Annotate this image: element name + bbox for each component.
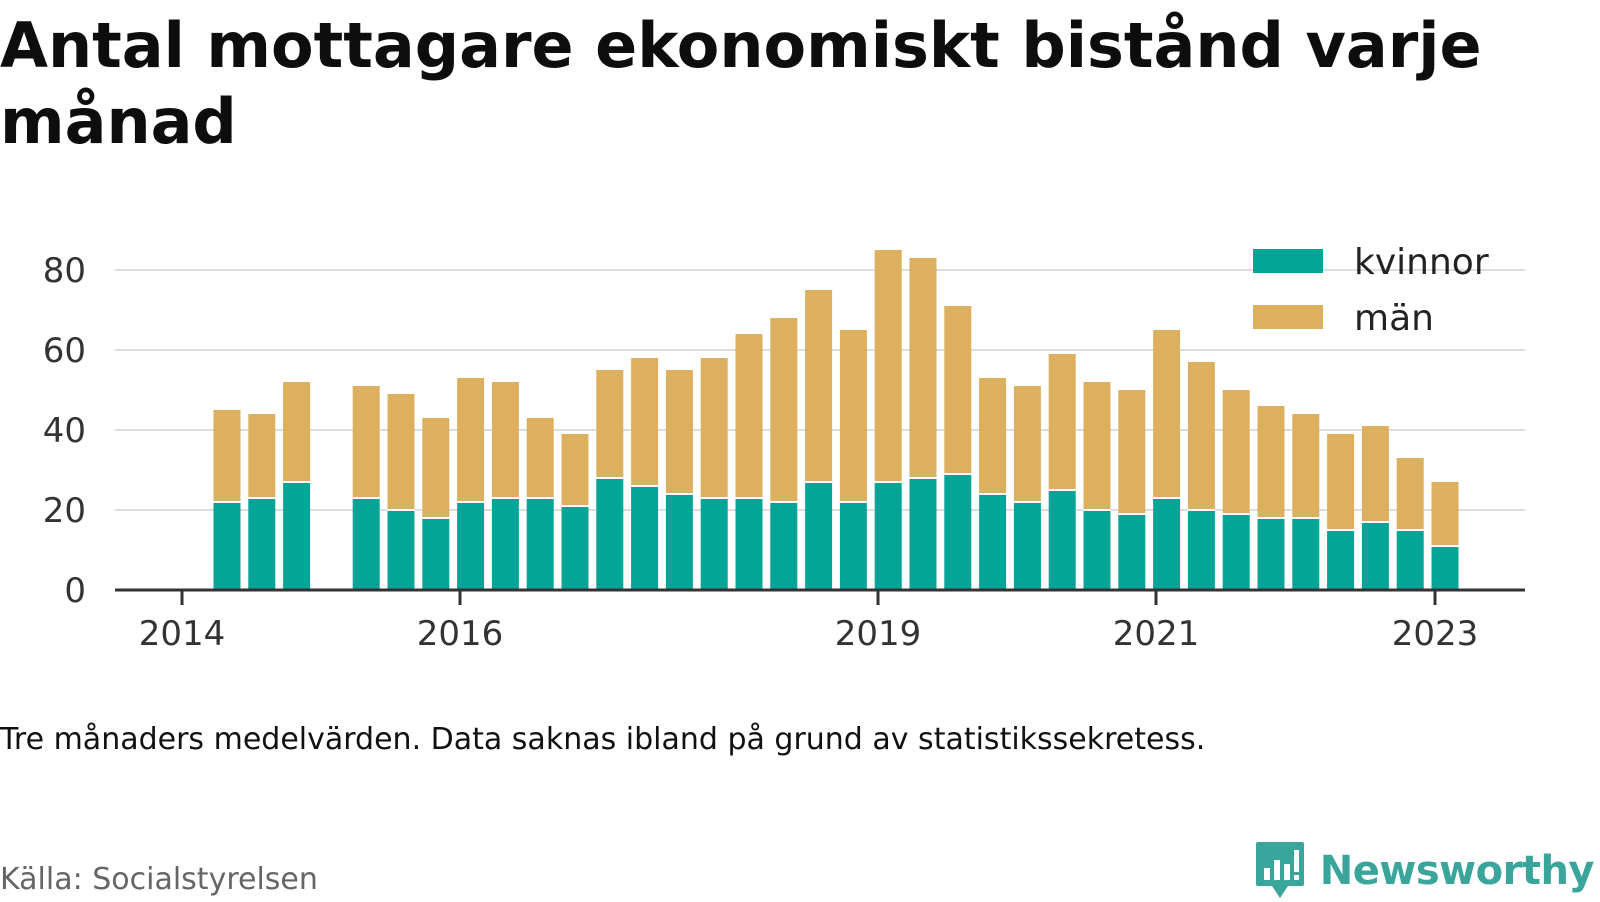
bar-kvinnor [874,482,902,590]
legend: kvinnor män [1253,242,1489,339]
y-tick-label: 20 [43,491,86,531]
bar-man [631,358,659,486]
newsworthy-logo-icon [1255,842,1304,898]
bar-man [1327,434,1355,530]
bar-kvinnor [979,494,1007,590]
bar-kvinnor [805,482,833,590]
bar-kvinnor [1431,546,1459,590]
bar-kvinnor [909,478,937,590]
bar-kvinnor [1327,530,1355,590]
y-tick-label: 40 [43,411,86,451]
bar-man [1431,482,1459,546]
bar-man [352,386,380,498]
bar-kvinnor [526,498,554,590]
bar-man [422,418,450,518]
bar-man [491,382,519,498]
bar-kvinnor [213,502,241,590]
bar-kvinnor [596,478,624,590]
chart-title: Antal mottagare ekonomiskt bistånd varje… [0,9,1482,158]
bar-man [1187,362,1215,510]
newsworthy-logo: Newsworthy [1254,840,1595,902]
bar-kvinnor [1013,502,1041,590]
bar-man [283,382,311,482]
bar-kvinnor [561,506,589,590]
bar-man [387,394,415,510]
bar-kvinnor [1396,530,1424,590]
logo-text: Newsworthy [1319,848,1595,894]
source-text: Källa: Socialstyrelsen [0,862,318,897]
bar-kvinnor [665,494,693,590]
bar-kvinnor [700,498,728,590]
bar-kvinnor [944,474,972,590]
bar-man [944,306,972,474]
bar-man [1292,414,1320,518]
bar-man [526,418,554,498]
bar-kvinnor [770,502,798,590]
bar-man [457,378,485,502]
bar-kvinnor [1222,514,1250,590]
legend-swatch [1253,249,1323,273]
bar-man [1361,426,1389,522]
bar-man [735,334,763,498]
x-tick-label: 2021 [1113,614,1200,654]
bar-man [213,410,241,502]
chart-note: Tre månaders medelvärden. Data saknas ib… [0,722,1206,757]
x-tick-label: 2023 [1392,614,1479,654]
bar-man [1396,458,1424,530]
bar-man [979,378,1007,494]
bar-kvinnor [248,498,276,590]
bar-kvinnor [1153,498,1181,590]
bar-man [1257,406,1285,518]
y-tick-label: 80 [43,251,86,291]
y-tick-label: 0 [64,571,86,611]
bar-man [248,414,276,498]
bar-man [596,370,624,478]
bar-kvinnor [1292,518,1320,590]
x-tick-label: 2016 [417,614,504,654]
bar-kvinnor [1048,490,1076,590]
bar-kvinnor [1118,514,1146,590]
y-tick-label: 60 [43,331,86,371]
bar-man [700,358,728,498]
legend-label: kvinnor [1354,242,1489,283]
bar-man [1222,390,1250,514]
bar-man [909,258,937,478]
bar-kvinnor [352,498,380,590]
bar-man [1048,354,1076,490]
bar-man [874,250,902,482]
bars [213,250,1459,590]
bar-man [1013,386,1041,502]
bar-kvinnor [1257,518,1285,590]
bar-kvinnor [1083,510,1111,590]
bar-man [770,318,798,502]
bar-kvinnor [491,498,519,590]
bar-kvinnor [839,502,867,590]
bar-man [1083,382,1111,510]
chart: 0 20 40 60 80 2014 2016 2019 2021 2023 kvinnor män [43,242,1525,654]
bar-kvinnor [1361,522,1389,590]
axes: 0 20 40 60 80 2014 2016 2019 2021 2023 [43,251,1525,654]
bar-man [805,290,833,482]
bar-kvinnor [387,510,415,590]
bar-man [1118,390,1146,514]
bar-kvinnor [735,498,763,590]
bar-kvinnor [457,502,485,590]
legend-label: män [1354,298,1434,339]
legend-item-kvinnor: kvinnor [1253,242,1489,283]
x-tick-label: 2019 [835,614,922,654]
legend-swatch [1253,305,1323,329]
bar-kvinnor [422,518,450,590]
bar-kvinnor [1187,510,1215,590]
legend-item-man: män [1253,298,1434,339]
bar-kvinnor [283,482,311,590]
bar-man [839,330,867,502]
bar-man [665,370,693,494]
bar-man [1153,330,1181,498]
x-tick-label: 2014 [139,614,226,654]
bar-kvinnor [631,486,659,590]
bar-man [561,434,589,506]
